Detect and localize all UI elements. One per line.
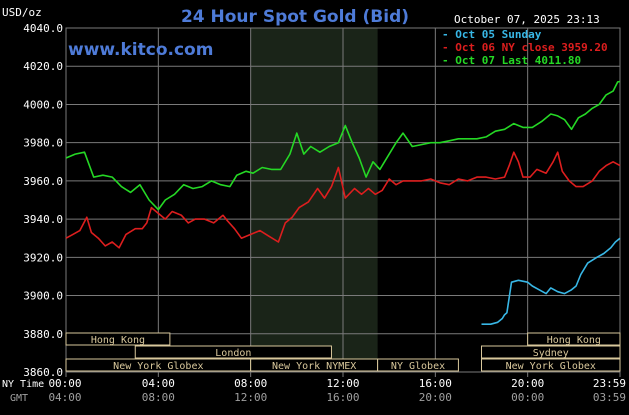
- legend-entry: - Oct 07 Last 4011.80: [442, 54, 581, 67]
- session-label: London: [215, 348, 251, 359]
- x-axis: 00:0004:0004:0008:0008:0012:0012:0016:00…: [48, 377, 626, 404]
- x-tick-label-gmt: 12:00: [234, 391, 267, 404]
- shaded-session-region: [250, 28, 378, 372]
- x-tick-label-ny: 04:00: [142, 377, 175, 390]
- chart-title: 24 Hour Spot Gold (Bid): [181, 7, 409, 27]
- y-tick-label: 3940.0: [23, 213, 63, 226]
- y-tick-label: 3860.0: [23, 366, 63, 379]
- session-box: [377, 358, 459, 372]
- x-tick-label-gmt: 08:00: [142, 391, 175, 404]
- legend-entry: - Oct 06 NY close 3959.20: [442, 41, 608, 54]
- y-tick-label: 3920.0: [23, 251, 63, 264]
- y-tick-label: 3880.0: [23, 328, 63, 341]
- session-label: NY Globex: [391, 361, 445, 372]
- shaded-region-rect: [250, 28, 378, 372]
- y-tick-label: 4040.0: [23, 22, 63, 35]
- session-label: Hong Kong: [547, 335, 601, 346]
- y-axis-units: USD/oz: [2, 6, 42, 19]
- session-label: New York NYMEX: [272, 361, 356, 372]
- session-label: New York Globex: [113, 361, 203, 372]
- y-tick-label: 3960.0: [23, 175, 63, 188]
- series-line: [481, 237, 621, 326]
- session-box: [134, 345, 332, 359]
- series-line: [65, 151, 621, 249]
- session-label: New York Globex: [506, 361, 596, 372]
- plot-border: [65, 27, 621, 373]
- x-tick-label-gmt: 16:00: [326, 391, 359, 404]
- x-tick-label-ny: 23:59: [593, 377, 626, 390]
- x-tick-label-ny: 12:00: [326, 377, 359, 390]
- y-tick-label: 4000.0: [23, 98, 63, 111]
- y-axis: 4040.0 4020.0 4000.0 3980.0 3960.0 3940.0 3920…: [23, 22, 63, 379]
- y-tick-label: 3980.0: [23, 137, 63, 150]
- session-label: Sydney: [533, 348, 569, 359]
- series-line: [65, 80, 621, 211]
- price-series: [65, 80, 621, 326]
- x-tick-label-gmt: 20:00: [419, 391, 452, 404]
- x-tick-label-ny: 16:00: [419, 377, 452, 390]
- chart-timestamp: October 07, 2025 23:13: [454, 13, 600, 26]
- market-sessions: Hong Kong London New York Globex New York N…: [65, 332, 621, 372]
- legend-entry: - Oct 05 Sunday: [442, 28, 542, 41]
- x-tick-label-ny: 08:00: [234, 377, 267, 390]
- session-label: Hong Kong: [91, 335, 145, 346]
- session-box: [527, 332, 621, 346]
- ny-time-label: NY Time: [2, 379, 44, 390]
- x-tick-label-ny: 00:00: [48, 377, 81, 390]
- y-tick-label: 3900.0: [23, 290, 63, 303]
- watermark: www.kitco.com: [68, 40, 213, 60]
- gmt-label: GMT: [10, 393, 28, 404]
- x-tick-label-ny: 20:00: [511, 377, 544, 390]
- x-tick-label-gmt: 00:00: [511, 391, 544, 404]
- y-tick-label: 4020.0: [23, 60, 63, 73]
- session-box: [481, 358, 621, 372]
- legend: - Oct 05 Sunday- Oct 06 NY close 3959.20…: [442, 28, 608, 67]
- session-box: [481, 345, 621, 359]
- x-tick-label-gmt: 04:00: [48, 391, 81, 404]
- x-tick-label-gmt: 03:59: [593, 391, 626, 404]
- session-box: [65, 332, 171, 346]
